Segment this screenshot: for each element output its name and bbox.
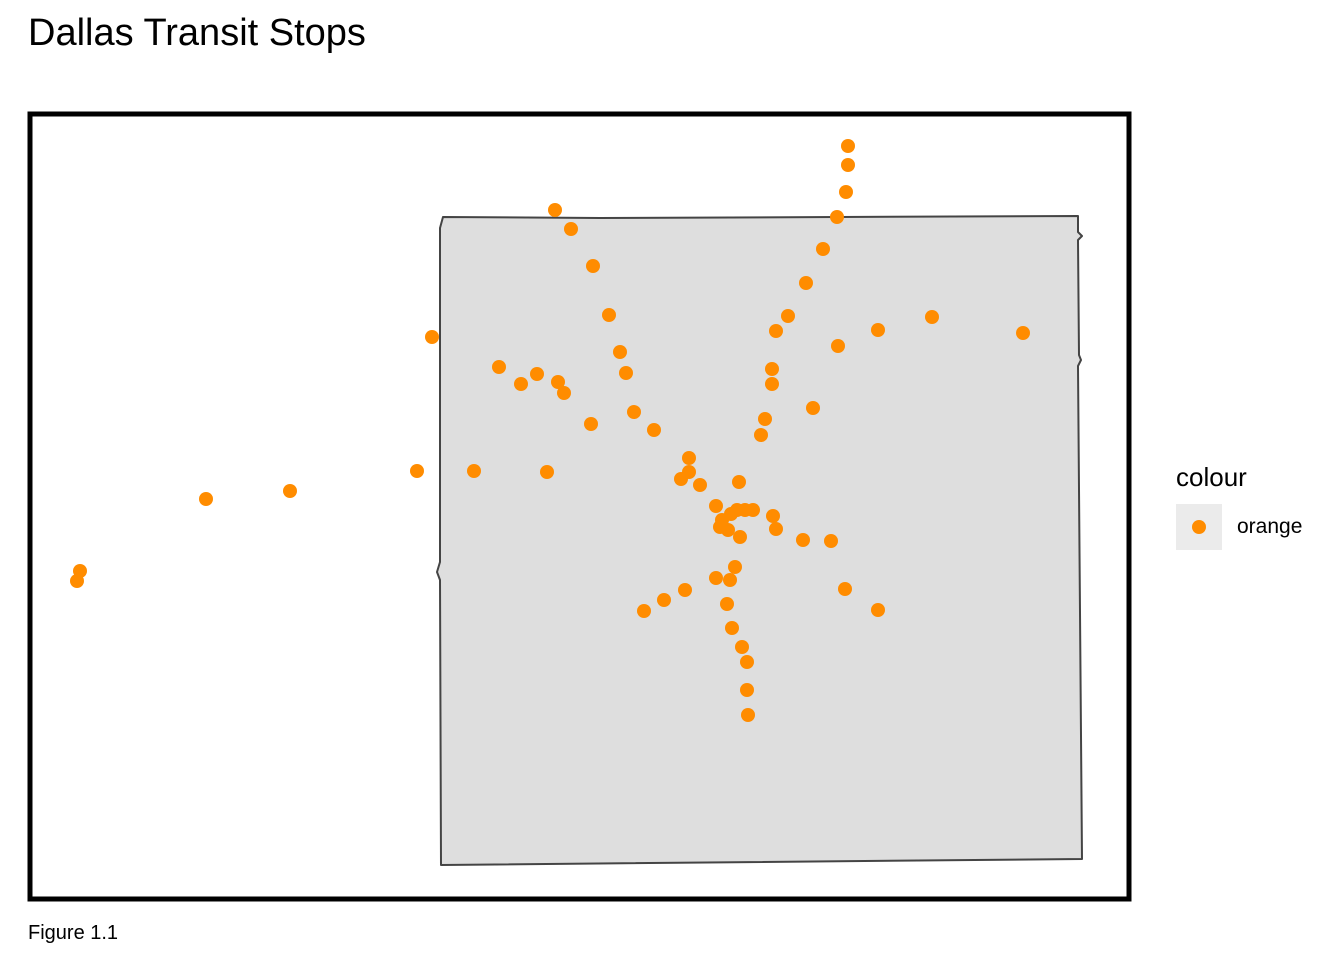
transit-stop-point [766, 509, 780, 523]
transit-stop-point [758, 412, 772, 426]
transit-stop-point [831, 339, 845, 353]
legend: colour orange [1176, 460, 1302, 550]
transit-stop-point [769, 324, 783, 338]
legend-label: orange [1237, 515, 1303, 538]
transit-stop-point [733, 530, 747, 544]
map-title: Dallas Transit Stops [28, 12, 366, 54]
transit-stop-point [678, 583, 692, 597]
transit-stop-point [627, 405, 641, 419]
transit-stop-point [557, 386, 571, 400]
transit-stop-point [647, 423, 661, 437]
transit-stop-point [839, 185, 853, 199]
transit-stops [70, 139, 1030, 722]
transit-stop-point [925, 310, 939, 324]
transit-stop-point [1016, 326, 1030, 340]
transit-stop-point [723, 573, 737, 587]
transit-stop-point [765, 362, 779, 376]
transit-stop-point [657, 593, 671, 607]
transit-stop-point [619, 366, 633, 380]
transit-stop-point [816, 242, 830, 256]
transit-stop-point [693, 478, 707, 492]
transit-stop-point [613, 345, 627, 359]
legend-key [1176, 504, 1222, 550]
legend-item: orange [1176, 504, 1302, 550]
transit-stop-point [725, 621, 739, 635]
transit-stop-point [425, 330, 439, 344]
transit-stop-point [709, 571, 723, 585]
transit-stop-point [530, 367, 544, 381]
transit-stop-point [709, 499, 723, 513]
transit-stop-point [732, 475, 746, 489]
transit-stop-point [741, 708, 755, 722]
transit-stop-point [781, 309, 795, 323]
transit-stop-point [602, 308, 616, 322]
transit-stop-point [796, 533, 810, 547]
transit-stop-point [841, 158, 855, 172]
transit-stop-point [674, 472, 688, 486]
transit-stop-point [746, 503, 760, 517]
transit-stop-point [720, 597, 734, 611]
transit-stop-point [70, 574, 84, 588]
transit-stop-point [740, 655, 754, 669]
transit-stop-point [769, 522, 783, 536]
transit-stop-point [410, 464, 424, 478]
transit-stop-point [806, 401, 820, 415]
transit-stop-point [682, 451, 696, 465]
county-polygon [436, 215, 1083, 866]
transit-stop-point [586, 259, 600, 273]
transit-stop-point [765, 377, 779, 391]
transit-stop-point [838, 582, 852, 596]
transit-stop-point [551, 375, 565, 389]
transit-stop-point [754, 428, 768, 442]
transit-stop-point [740, 683, 754, 697]
transit-stop-point [564, 222, 578, 236]
transit-stop-point [841, 139, 855, 153]
legend-title: colour [1176, 462, 1247, 492]
transit-stop-point [637, 604, 651, 618]
transit-stop-point [584, 417, 598, 431]
transit-stop-point [728, 560, 742, 574]
figure-caption: Figure 1.1 [28, 922, 119, 944]
transit-stop-point [514, 377, 528, 391]
transit-stop-point [824, 534, 838, 548]
transit-stop-point [548, 203, 562, 217]
transit-stop-point [871, 323, 885, 337]
transit-stop-point [799, 276, 813, 290]
transit-stop-point [199, 492, 213, 506]
legend-dot-icon [1192, 520, 1206, 534]
transit-stop-point [721, 523, 735, 537]
transit-stop-point [492, 360, 506, 374]
transit-stop-point [283, 484, 297, 498]
transit-stop-point [467, 464, 481, 478]
transit-stop-point [830, 210, 844, 224]
transit-stop-point [540, 465, 554, 479]
transit-stop-point [871, 603, 885, 617]
transit-stop-point [735, 640, 749, 654]
map-frame [27, 111, 1132, 902]
